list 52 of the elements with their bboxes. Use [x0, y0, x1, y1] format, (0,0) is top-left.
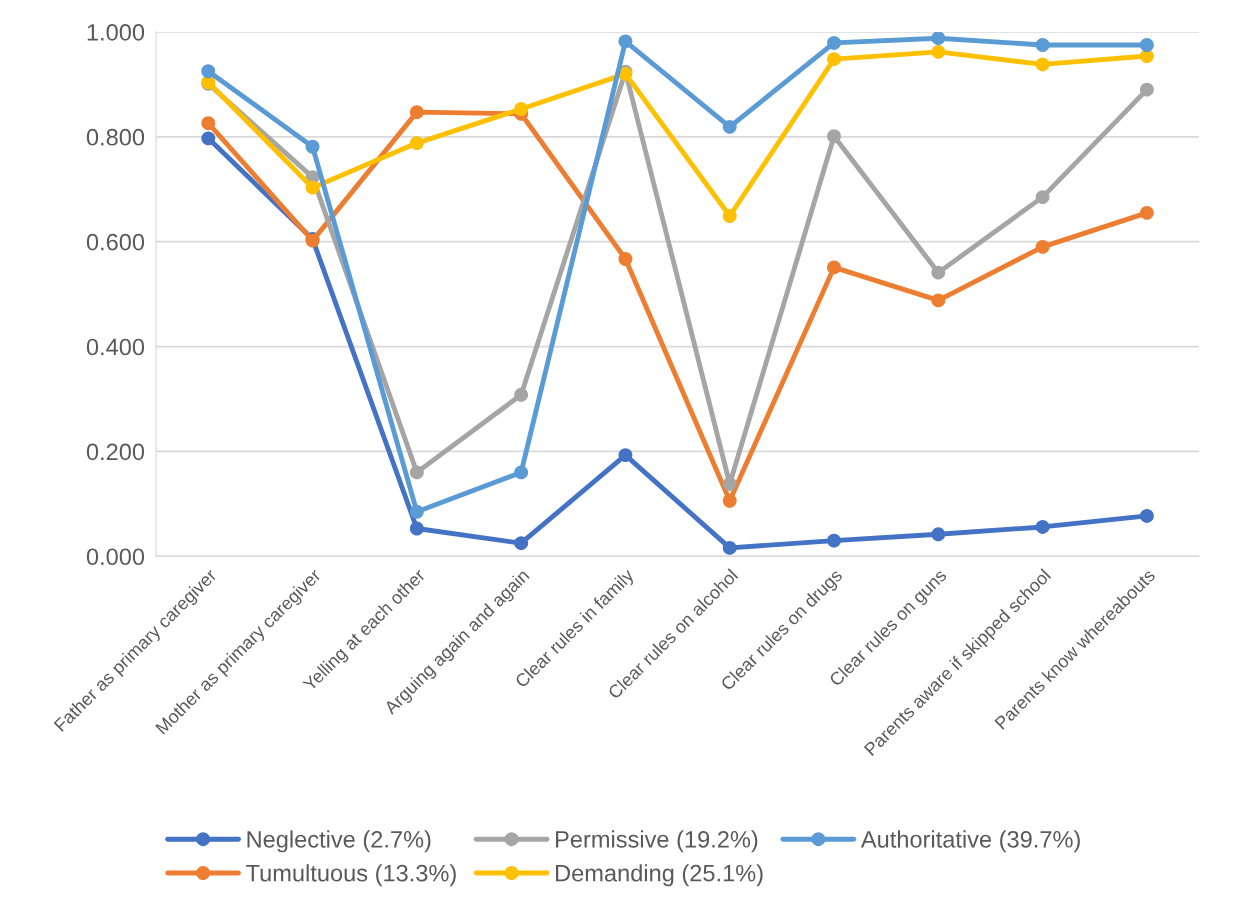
point — [409, 136, 424, 151]
point — [931, 293, 946, 308]
point — [618, 34, 633, 49]
point — [931, 31, 946, 46]
point — [722, 477, 737, 491]
legend-label: Demanding (25.1%) — [556, 864, 763, 887]
point — [722, 209, 737, 223]
point — [409, 465, 424, 480]
point — [827, 35, 841, 50]
legend-label: Neglective (2.7%) — [247, 830, 431, 853]
y-tick-label: 0.000 — [86, 548, 145, 566]
point — [409, 504, 424, 519]
point — [827, 533, 841, 548]
point — [931, 265, 946, 280]
point — [827, 260, 841, 275]
legend-label: Tumultuous (13.3%) — [246, 864, 456, 887]
point — [514, 536, 529, 551]
point — [722, 540, 737, 555]
y-tick-label: 0.600 — [86, 233, 145, 251]
y-tick-label: 0.400 — [86, 338, 145, 356]
point — [514, 102, 529, 116]
point — [827, 52, 841, 67]
point — [827, 129, 841, 144]
point — [201, 131, 216, 146]
point — [1035, 38, 1050, 52]
legend-label: Authoritative (39.7%) — [860, 830, 1080, 853]
point — [722, 119, 737, 134]
y-tick-label: 1.000 — [87, 23, 145, 41]
point — [514, 465, 529, 480]
point — [1139, 38, 1154, 52]
point — [931, 44, 946, 59]
point — [722, 493, 737, 508]
point — [618, 252, 633, 266]
point — [931, 527, 946, 542]
point — [618, 448, 633, 463]
y-tick-label: 0.200 — [86, 443, 145, 461]
point — [1139, 205, 1154, 220]
point — [1035, 190, 1050, 205]
point — [201, 116, 216, 131]
point — [305, 180, 320, 195]
point — [1035, 520, 1050, 534]
point — [1139, 82, 1154, 97]
y-tick-label: 0.800 — [86, 128, 145, 146]
point — [1139, 509, 1154, 523]
point — [409, 521, 424, 536]
point — [409, 105, 424, 120]
legend-label: Permissive (19.2%) — [556, 830, 758, 853]
point — [514, 387, 529, 402]
point — [1035, 57, 1050, 72]
point — [1035, 239, 1050, 254]
point — [305, 139, 320, 154]
point — [201, 64, 216, 79]
